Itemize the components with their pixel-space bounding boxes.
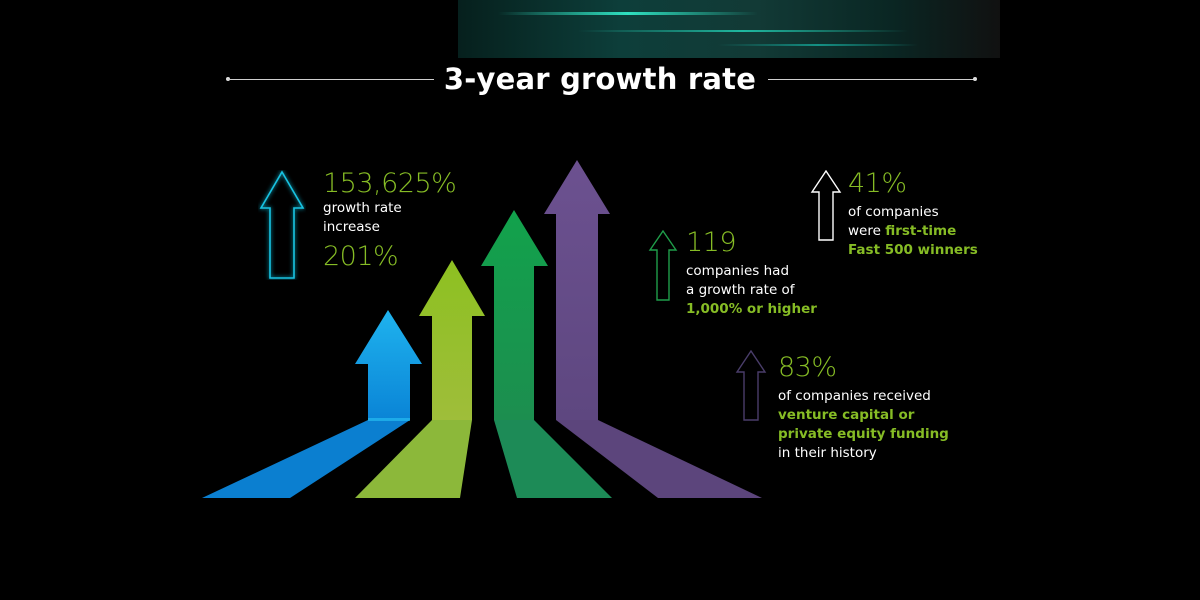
divider-line-left	[228, 79, 434, 80]
page-title: 3-year growth rate	[443, 62, 757, 96]
stat-funding-line-end: in their history	[778, 445, 877, 461]
stat-funding-highlight2: private equity funding	[778, 426, 949, 442]
blue-arrow-base	[202, 420, 410, 498]
purple-arrow	[544, 160, 610, 420]
cyan-up-arrow-icon	[258, 170, 306, 280]
stat-funding-highlight1: venture capital or	[778, 407, 915, 423]
stat-first-time-block: 41% of companies were first-time Fast 50…	[848, 168, 978, 260]
stat-first-time-line3: Fast 500 winners	[848, 242, 978, 258]
stat-first-time-line2-highlight: first-time	[885, 223, 957, 239]
stat-119-block: 119 companies had a growth rate of 1,000…	[686, 227, 817, 319]
stat-funding-line1: of companies received	[778, 388, 931, 404]
lime-arrow	[419, 260, 485, 420]
stat-119-line1: companies had	[686, 263, 790, 279]
stat-first-time-line2: were first-time	[848, 222, 978, 241]
stat-funding-block: 83% of companies received venture capita…	[778, 352, 949, 463]
stat-growth-value2: 201%	[323, 241, 399, 272]
stat-first-time-line2-pre: were	[848, 223, 886, 239]
divider-dot-right	[973, 77, 977, 81]
header-banner-image	[458, 0, 1000, 58]
white-up-arrow-icon	[810, 170, 842, 242]
stat-growth-line2: increase	[323, 219, 380, 235]
stat-119-highlight: 1,000% or higher	[686, 301, 817, 317]
green-arrow-base	[494, 420, 612, 498]
stat-growth-line1: growth rate	[323, 200, 402, 216]
stat-119-line2: a growth rate of	[686, 282, 795, 298]
stat-119-value: 119	[686, 227, 737, 258]
green-up-arrow-icon	[648, 230, 678, 302]
stat-growth-value: 153,625%	[323, 168, 457, 199]
stat-first-time-value: 41%	[848, 168, 907, 199]
purple-up-arrow-icon	[735, 350, 767, 422]
stat-growth-block: 153,625% growth rate increase 201%	[323, 168, 457, 272]
blue-arrow	[355, 310, 422, 420]
lime-arrow-base	[355, 420, 472, 498]
stat-first-time-line1: of companies	[848, 204, 939, 220]
stat-funding-value: 83%	[778, 352, 837, 383]
divider-line-right	[768, 79, 976, 80]
purple-arrow-base	[556, 420, 762, 498]
green-arrow	[481, 210, 548, 420]
